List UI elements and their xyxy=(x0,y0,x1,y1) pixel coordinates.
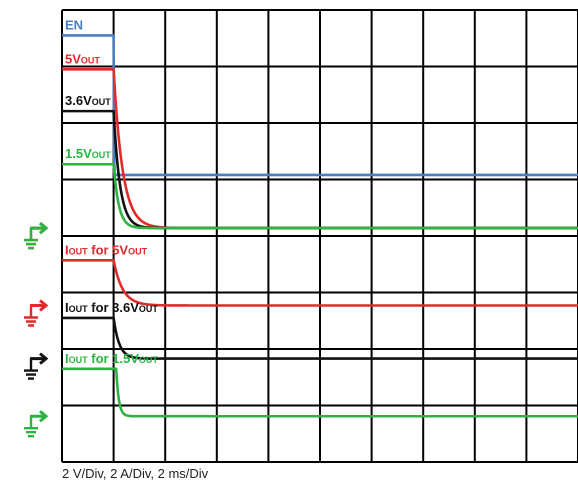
ground-marker-icon xyxy=(24,300,46,325)
ground-markers xyxy=(24,223,46,436)
grid xyxy=(62,10,578,462)
ground-marker-icon xyxy=(24,223,46,248)
trace-label-0: EN xyxy=(65,17,83,32)
trace-label-5: IOUT for 3.6VOUT xyxy=(65,300,158,315)
trace-label-2: 3.6VOUT xyxy=(65,93,111,108)
trace-label-4: IOUT for 5VOUT xyxy=(65,242,148,257)
ground-marker-icon xyxy=(24,354,46,379)
trace-label-6: IOUT for 1.5VOUT xyxy=(65,351,158,366)
scale-caption: 2 V/Div, 2 A/Div, 2 ms/Div xyxy=(62,466,209,481)
ground-marker-icon xyxy=(24,411,46,436)
trace-label-1: 5VOUT xyxy=(65,51,100,66)
trace-label-3: 1.5VOUT xyxy=(65,146,111,161)
